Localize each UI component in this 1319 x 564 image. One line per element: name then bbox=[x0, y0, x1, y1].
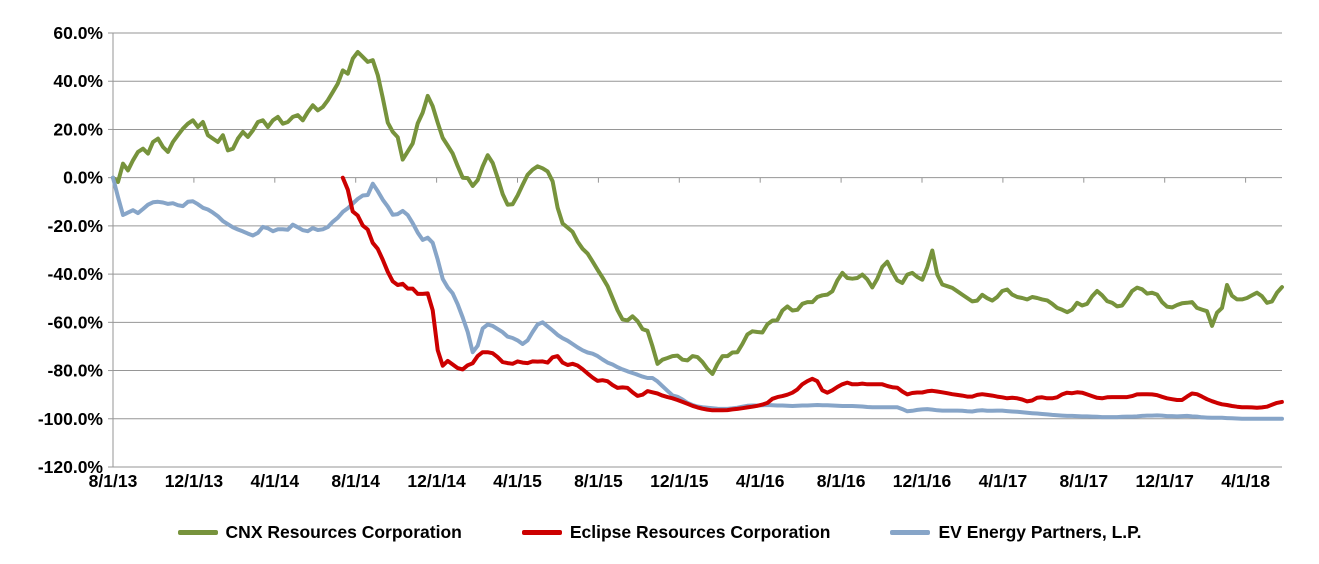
cnx-line-swatch-icon bbox=[177, 529, 218, 535]
svg-text:4/1/17: 4/1/17 bbox=[979, 471, 1028, 491]
svg-text:4/1/15: 4/1/15 bbox=[493, 471, 542, 491]
svg-text:12/1/13: 12/1/13 bbox=[165, 471, 224, 491]
svg-text:12/1/16: 12/1/16 bbox=[893, 471, 952, 491]
svg-text:4/1/14: 4/1/14 bbox=[250, 471, 299, 491]
svg-text:40.0%: 40.0% bbox=[53, 71, 103, 91]
legend-item-ev: EV Energy Partners, L.P. bbox=[890, 522, 1141, 543]
legend-item-cnx: CNX Resources Corporation bbox=[177, 521, 462, 543]
svg-text:4/1/16: 4/1/16 bbox=[736, 471, 785, 491]
svg-text:-60.0%: -60.0% bbox=[48, 312, 104, 332]
legend-item-eclipse: Eclipse Resources Corporation bbox=[521, 521, 831, 543]
svg-text:-100.0%: -100.0% bbox=[38, 409, 104, 429]
svg-text:-20.0%: -20.0% bbox=[48, 216, 104, 236]
svg-text:-80.0%: -80.0% bbox=[48, 361, 104, 381]
eclipse-line-swatch-icon bbox=[521, 529, 562, 535]
svg-text:60.0%: 60.0% bbox=[53, 23, 103, 43]
svg-text:8/1/14: 8/1/14 bbox=[331, 471, 380, 491]
legend-label: EV Energy Partners, L.P. bbox=[938, 521, 1142, 542]
svg-text:-120.0%: -120.0% bbox=[38, 457, 104, 477]
svg-text:12/1/15: 12/1/15 bbox=[650, 471, 709, 491]
svg-text:8/1/13: 8/1/13 bbox=[89, 471, 138, 491]
chart-legend: CNX Resources Corporation Eclipse Resour… bbox=[0, 512, 1319, 552]
svg-text:8/1/15: 8/1/15 bbox=[574, 471, 623, 491]
svg-text:12/1/14: 12/1/14 bbox=[407, 471, 466, 491]
svg-text:4/1/18: 4/1/18 bbox=[1221, 471, 1270, 491]
svg-text:20.0%: 20.0% bbox=[53, 119, 103, 139]
svg-text:0.0%: 0.0% bbox=[63, 168, 103, 188]
svg-text:8/1/16: 8/1/16 bbox=[817, 471, 866, 491]
legend-label: Eclipse Resources Corporation bbox=[569, 521, 831, 542]
ev-line-swatch-icon bbox=[890, 529, 931, 535]
svg-text:12/1/17: 12/1/17 bbox=[1136, 471, 1194, 491]
svg-text:8/1/17: 8/1/17 bbox=[1059, 471, 1108, 491]
svg-text:-40.0%: -40.0% bbox=[48, 264, 104, 284]
legend-label: CNX Resources Corporation bbox=[225, 521, 462, 542]
